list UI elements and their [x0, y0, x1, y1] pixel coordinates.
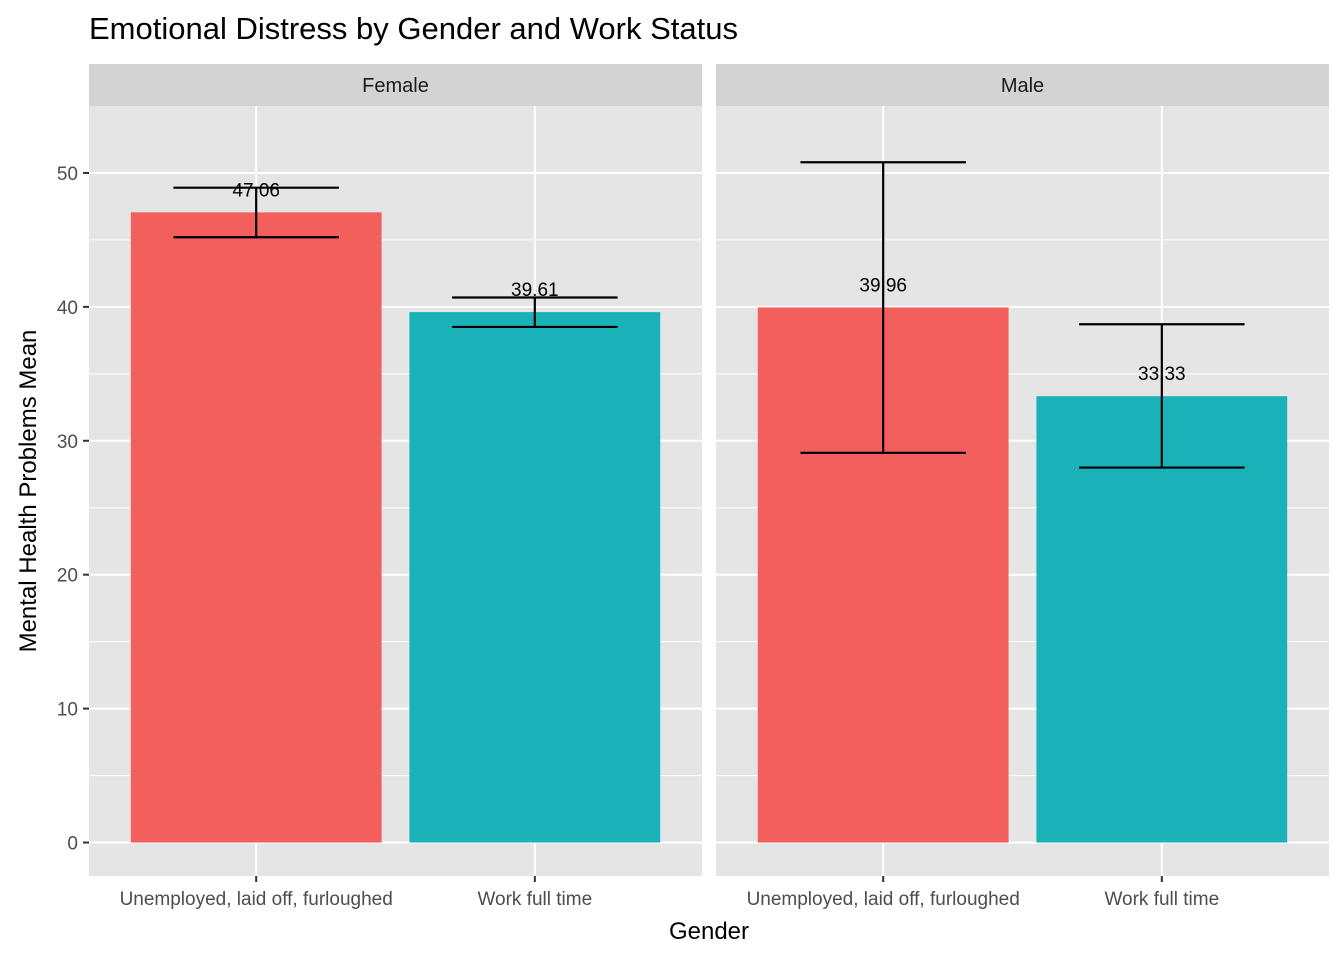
- data-label-female-unemployed-laid-off-furloughed: 47.06: [232, 180, 280, 201]
- bar-female-work-full-time: [409, 312, 661, 843]
- facet-panel-male: Male 39.96 33.33: [716, 64, 1329, 876]
- data-label-female-work-full-time: 39.61: [511, 280, 559, 301]
- x-tick-label-female-unemployed-laid-off-furloughed: Unemployed, laid off, furloughed: [120, 889, 393, 910]
- bar-male-work-full-time: [1036, 396, 1288, 843]
- x-tick-label-male-work-full-time: Work full time: [1104, 889, 1219, 910]
- error-bar-female-unemployed-laid-off-furloughed: [173, 186, 339, 239]
- error-bar-female-work-full-time: [452, 296, 618, 329]
- bars-male: 39.96 33.33: [757, 161, 1288, 843]
- y-tick-label-30: 30: [57, 432, 78, 453]
- y-tick-label-20: 20: [57, 566, 78, 587]
- bar-female-unemployed-laid-off-furloughed: [130, 212, 382, 843]
- error-bar-male-work-full-time: [1079, 323, 1245, 469]
- x-axis-title: Gender: [669, 918, 749, 945]
- y-tick-label-50: 50: [57, 164, 78, 185]
- chart-title: Emotional Distress by Gender and Work St…: [89, 11, 738, 46]
- x-tick-label-male-unemployed-laid-off-furloughed: Unemployed, laid off, furloughed: [747, 889, 1020, 910]
- facet-panel-female: Female 47.06 39.61: [89, 64, 702, 876]
- y-tick-label-0: 0: [67, 834, 78, 855]
- strip-male: [716, 64, 1329, 106]
- data-label-male-work-full-time: 33.33: [1138, 364, 1186, 385]
- y-tick-label-10: 10: [57, 700, 78, 721]
- strip-label-male: Male: [1001, 75, 1044, 97]
- data-label-male-unemployed-laid-off-furloughed: 39.96: [859, 275, 907, 296]
- x-axis: Unemployed, laid off, furloughed Work ful…: [120, 876, 1219, 910]
- strip-female: [89, 64, 702, 106]
- y-axis: 0 10 20 30 40 50: [57, 164, 89, 855]
- error-bar-male-unemployed-laid-off-furloughed: [800, 161, 966, 454]
- y-axis-title: Mental Health Problems Mean: [15, 330, 42, 653]
- x-tick-label-female-work-full-time: Work full time: [477, 889, 592, 910]
- bars-female: 47.06 39.61: [130, 180, 661, 843]
- strip-label-female: Female: [362, 75, 429, 97]
- y-tick-label-40: 40: [57, 298, 78, 319]
